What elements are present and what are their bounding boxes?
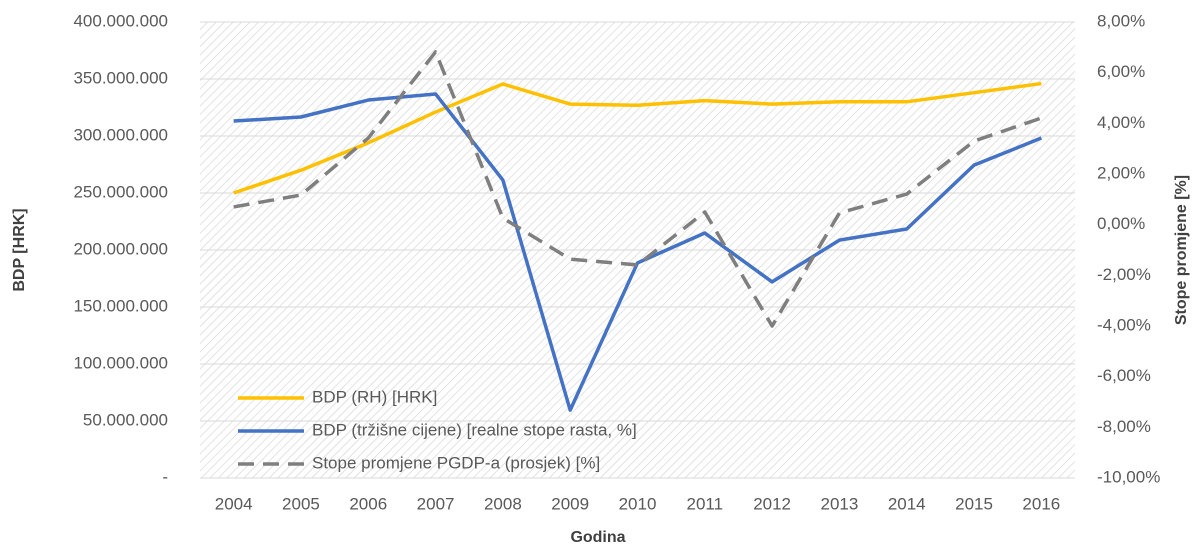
y-axis-title: BDP [HRK] — [11, 208, 28, 291]
y-tick-label: 100.000.000 — [73, 353, 168, 372]
series-line — [233, 81, 1042, 195]
x-tick-label: 2004 — [215, 494, 253, 513]
y-tick-label: 300.000.000 — [73, 125, 168, 144]
legend-label: BDP (tržišne cijene) [realne stope rasta… — [312, 420, 637, 439]
x-axis-title: Godina — [570, 529, 625, 546]
y-tick-label: 50.000.000 — [83, 410, 168, 429]
x-tick-label: 2009 — [551, 494, 589, 513]
x-tick-label: 2006 — [349, 494, 387, 513]
y-tick-label: 200.000.000 — [73, 239, 168, 258]
y2-tick-label: -10,00% — [1097, 467, 1160, 486]
x-tick-label: 2011 — [687, 494, 724, 513]
y2-tick-label: -6,00% — [1097, 366, 1151, 385]
x-tick-label: 2016 — [1022, 494, 1060, 513]
x-tick-label: 2008 — [484, 494, 522, 513]
y-tick-label: - — [162, 467, 168, 486]
y-tick-label: 250.000.000 — [73, 182, 168, 201]
y2-tick-label: -2,00% — [1097, 265, 1151, 284]
y2-tick-label: 2,00% — [1097, 163, 1145, 182]
legend-label: BDP (RH) [HRK] — [312, 387, 437, 406]
y2-tick-label: 4,00% — [1097, 113, 1145, 132]
y2-tick-label: -8,00% — [1097, 417, 1151, 436]
x-tick-label: 2014 — [888, 494, 926, 513]
series-line — [233, 50, 1042, 328]
x-tick-label: 2005 — [282, 494, 320, 513]
x-tick-label: 2007 — [417, 494, 455, 513]
y2-tick-label: 0,00% — [1097, 214, 1145, 233]
y2-axis-title: Stope promjene [%] — [1173, 175, 1190, 325]
x-tick-label: 2010 — [619, 494, 657, 513]
x-tick-label: 2012 — [753, 494, 791, 513]
y2-tick-label: -4,00% — [1097, 315, 1151, 334]
y-tick-label: 350.000.000 — [73, 68, 168, 87]
y-tick-label: 150.000.000 — [73, 296, 168, 315]
y2-tick-label: 8,00% — [1097, 11, 1145, 30]
x-tick-label: 2015 — [955, 494, 993, 513]
y2-tick-label: 6,00% — [1097, 62, 1145, 81]
y-tick-label: 400.000.000 — [73, 11, 168, 30]
series-line — [233, 92, 1043, 412]
x-tick-label: 2013 — [821, 494, 859, 513]
legend-label: Stope promjene PGDP-a (prosjek) [%] — [312, 453, 600, 472]
